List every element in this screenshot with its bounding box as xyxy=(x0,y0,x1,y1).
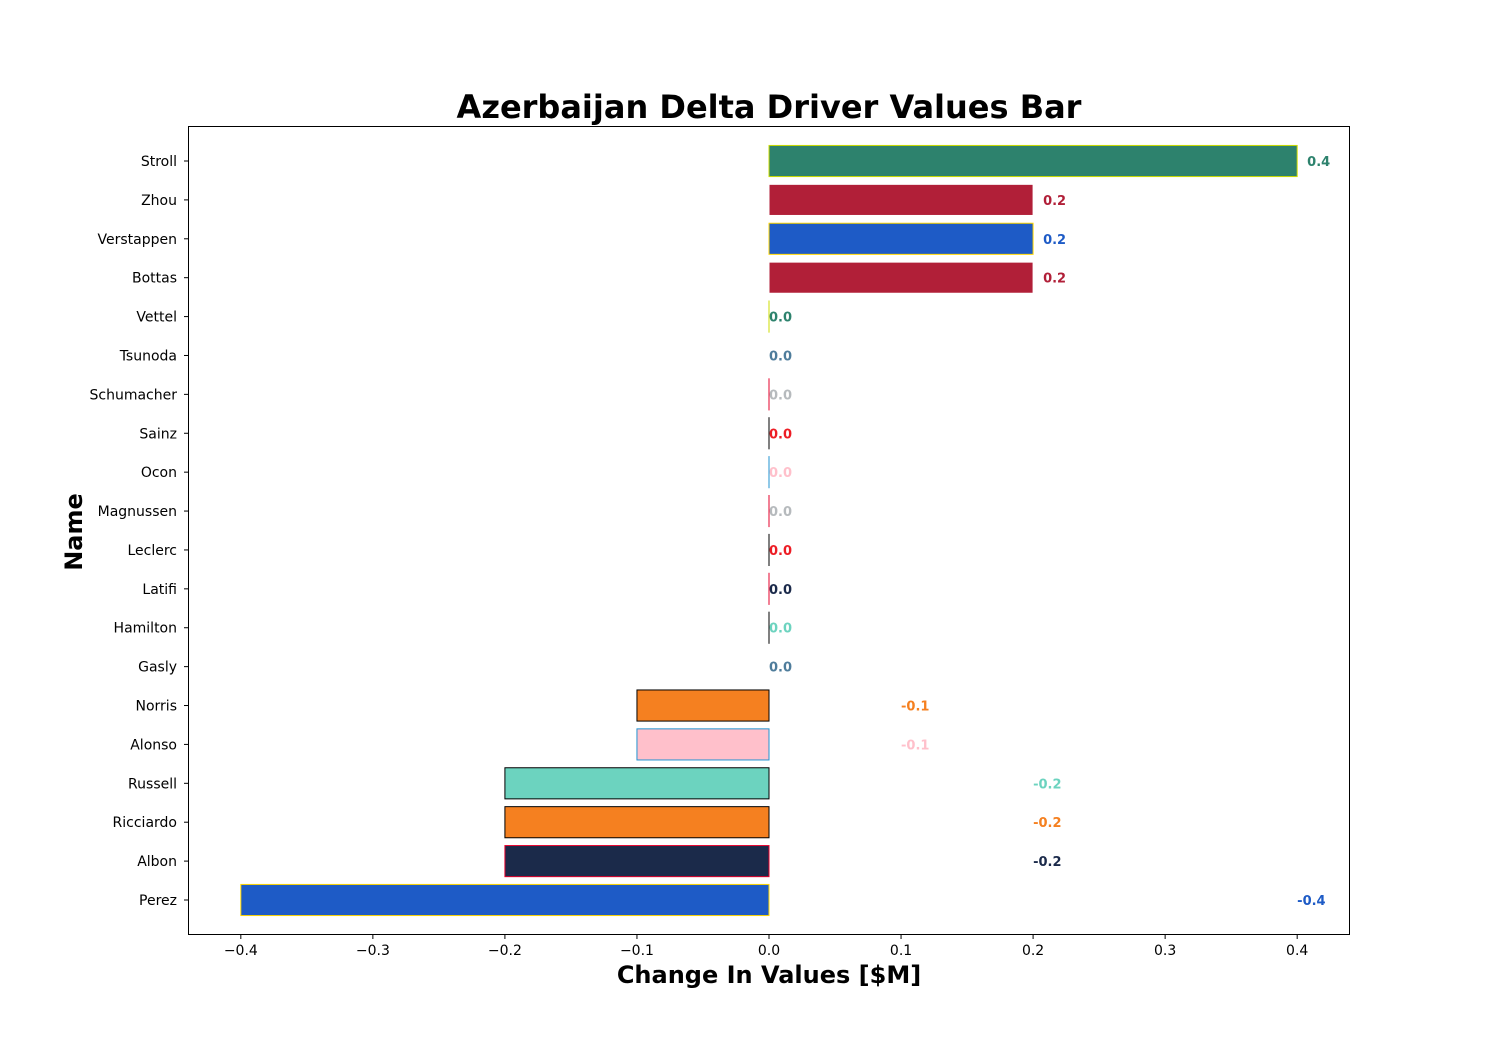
y-axis: Stroll Zhou Verstappen Bottas Vettel Tsunoda S… xyxy=(90,154,188,909)
bar-norris xyxy=(636,689,770,722)
data-label-alonso: -0.1 xyxy=(901,738,929,753)
data-label-magnussen: 0.0 xyxy=(769,505,792,520)
data-label-zhou: 0.2 xyxy=(1043,194,1066,209)
data-label-bottas: 0.2 xyxy=(1043,272,1066,287)
data-label-latifi: 0.0 xyxy=(769,583,792,598)
y-tick-label-tsunoda: Tsunoda xyxy=(119,348,177,364)
data-label-sainz: 0.0 xyxy=(769,427,792,442)
x-tick-label: −0.4 xyxy=(224,943,258,959)
y-tick-label-gasly: Gasly xyxy=(138,660,177,676)
x-tick-label: 0.0 xyxy=(758,943,780,959)
x-tick-label: −0.3 xyxy=(356,943,390,959)
bar-alonso xyxy=(636,728,770,761)
x-tick-label: 0.4 xyxy=(1286,943,1308,959)
bar-stroll xyxy=(768,144,1298,178)
data-label-stroll: 0.4 xyxy=(1307,155,1330,170)
data-label-verstappen: 0.2 xyxy=(1043,233,1066,248)
y-tick-label-alonso: Alonso xyxy=(130,737,177,753)
y-tick-label-albon: Albon xyxy=(137,854,177,870)
y-axis-label: Name xyxy=(60,493,88,571)
bar-ricciardo xyxy=(504,806,770,839)
data-label-tsunoda: 0.0 xyxy=(769,349,792,364)
plot-frame xyxy=(188,126,1350,935)
data-label-gasly: 0.0 xyxy=(769,661,792,676)
x-tick-label: −0.2 xyxy=(488,943,522,959)
data-label-leclerc: 0.0 xyxy=(769,544,792,559)
data-label-ricciardo: -0.2 xyxy=(1033,816,1061,831)
data-label-vettel: 0.0 xyxy=(769,311,792,326)
y-tick-label-ocon: Ocon xyxy=(141,465,177,481)
x-axis: −0.4 −0.3 −0.2 −0.1 0.0 0.1 0.2 0.3 0.4 xyxy=(224,935,1308,959)
y-tick-label-sainz: Sainz xyxy=(139,426,177,442)
y-tick-label-latifi: Latifi xyxy=(142,582,177,598)
y-tick-label-vettel: Vettel xyxy=(136,310,177,326)
y-tick-label-russell: Russell xyxy=(128,776,177,792)
x-tick-label: 0.1 xyxy=(890,943,912,959)
data-label-norris: -0.1 xyxy=(901,700,929,715)
y-tick-label-schumacher: Schumacher xyxy=(90,387,178,403)
bar-bottas xyxy=(768,261,1034,294)
bar-verstappen xyxy=(768,222,1034,255)
y-tick-label-bottas: Bottas xyxy=(132,271,177,287)
chart-title: Azerbaijan Delta Driver Values Bar xyxy=(457,88,1082,126)
y-tick-label-perez: Perez xyxy=(139,893,177,909)
y-tick-label-zhou: Zhou xyxy=(141,193,177,209)
data-label-schumacher: 0.0 xyxy=(769,388,792,403)
data-label-albon: -0.2 xyxy=(1033,855,1061,870)
data-label-hamilton: 0.0 xyxy=(769,622,792,637)
data-label-perez: -0.4 xyxy=(1297,894,1325,909)
y-tick-label-hamilton: Hamilton xyxy=(114,621,177,637)
bar-russell xyxy=(504,767,770,800)
data-label-ocon: 0.0 xyxy=(769,466,792,481)
plot-area: 0.4 0.2 0.2 0.2 0.0 0.0 0.0 0.0 0.0 0.0 0.0 0.0 0.0 0… xyxy=(240,144,1330,917)
y-tick-label-leclerc: Leclerc xyxy=(127,543,177,559)
x-tick-label: 0.3 xyxy=(1154,943,1176,959)
bar-albon xyxy=(504,845,770,878)
y-tick-label-stroll: Stroll xyxy=(141,154,177,170)
x-tick-label: −0.1 xyxy=(620,943,654,959)
x-tick-label: 0.2 xyxy=(1022,943,1044,959)
y-tick-label-magnussen: Magnussen xyxy=(98,504,177,520)
y-tick-label-norris: Norris xyxy=(136,699,178,715)
bar-zhou xyxy=(768,183,1034,216)
data-label-russell: -0.2 xyxy=(1033,777,1061,792)
bar-perez xyxy=(240,883,770,917)
y-tick-label-ricciardo: Ricciardo xyxy=(113,815,177,831)
x-axis-label: Change In Values [$M] xyxy=(617,961,921,989)
y-tick-label-verstappen: Verstappen xyxy=(98,232,177,248)
